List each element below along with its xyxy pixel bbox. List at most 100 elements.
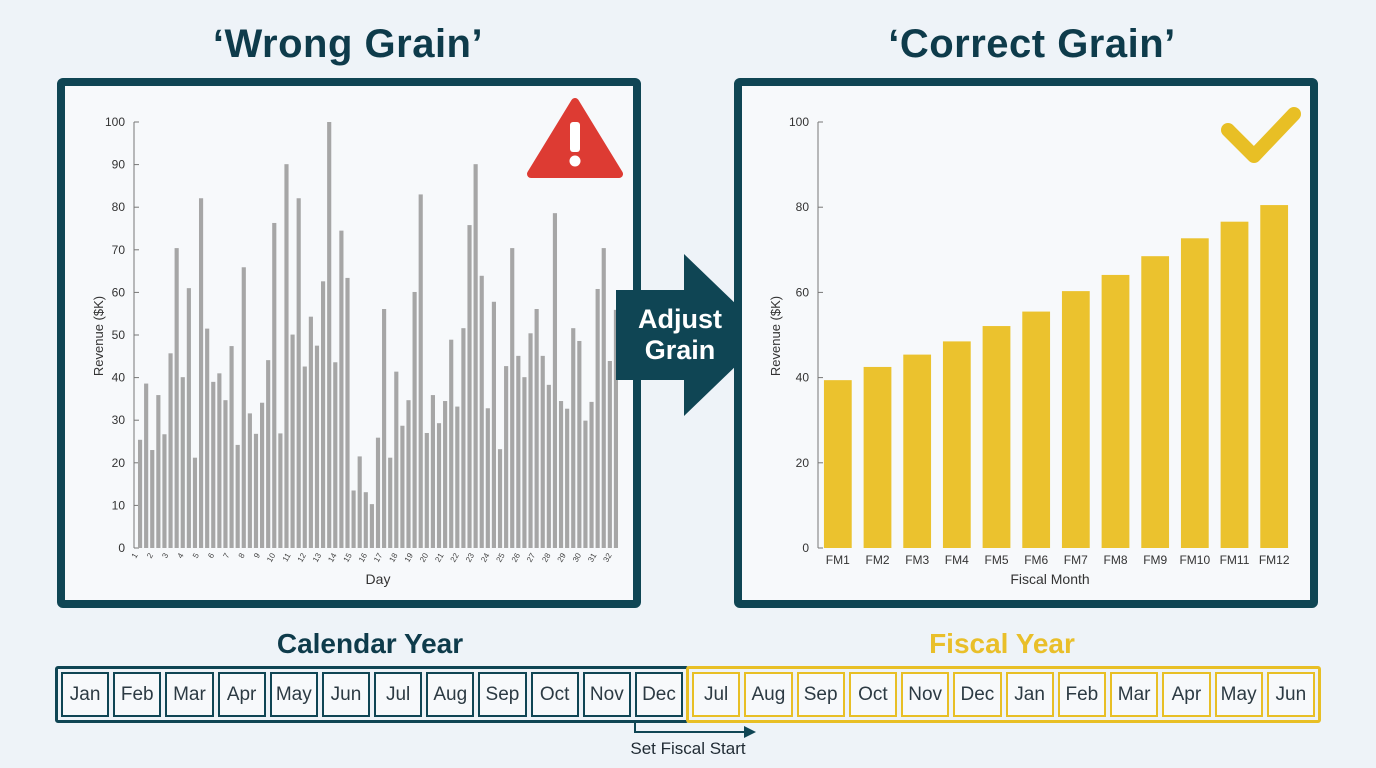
bar [278,433,283,548]
x-tick-label: FM4 [945,553,969,567]
x-tick-label: 23 [464,551,477,564]
bar [583,420,588,548]
wrong-grain-chart-panel: 0 10 20 30 40 50 60 70 80 90 100 1 2 3 4 5 6 7 8 9 10 11 12 13… [57,78,641,608]
y-tick-label: 40 [112,371,126,385]
calendar-month-cell: Aug [426,672,475,717]
bar [302,366,307,548]
bar [272,222,277,548]
bar [363,492,368,548]
bar [430,395,435,548]
bar [412,291,417,548]
fiscal-month-cell: Aug [744,672,793,717]
x-tick-label: 5 [191,551,201,560]
y-tick-label: 60 [112,285,126,299]
x-tick-label: FM1 [826,553,850,567]
bar [607,360,612,548]
y-tick-label: 40 [796,371,810,385]
fiscal-month-cell: Feb [1057,672,1106,717]
bar [247,413,252,548]
fiscal-month-revenue-chart: 0 20 40 60 80 100 FM1 FM2 FM3 FM4 FM5 FM6 FM7 FM8 FM9… [768,107,1301,587]
y-tick-label: 0 [118,541,125,555]
y-axis: 0 10 20 30 40 50 60 70 80 90 100 [105,115,139,555]
bar [235,444,240,548]
warning-triangle-icon [527,98,623,178]
x-tick-label: 31 [586,551,599,564]
adjust-grain-line2: Grain [644,335,716,365]
calendar-month-cell: Feb [113,672,162,717]
y-tick-label: 100 [789,115,809,129]
x-tick-label: FM2 [866,553,890,567]
fiscal-start-arrow-icon [634,720,756,738]
fiscal-month-cell: May [1214,672,1263,717]
bar [253,433,259,548]
bar [534,309,539,548]
bar [1260,205,1289,548]
x-tick-label: FM8 [1104,553,1128,567]
bar [571,328,576,548]
x-tick-label: 21 [433,551,446,564]
calendar-month-cell: Jun [321,672,371,717]
bar [823,380,852,548]
fiscal-month-cell: Oct [848,672,897,717]
x-tick-label: 24 [479,551,492,564]
bar [192,457,198,548]
bar [613,309,619,548]
bar [266,360,271,548]
bar [137,439,143,548]
y-tick-label: 90 [112,158,126,172]
y-axis-label: Revenue ($K) [768,296,783,376]
fiscal-month-cell: Jan [1005,672,1054,717]
bar [863,366,892,548]
x-axis-label: Day [366,571,391,587]
bar [198,198,204,548]
fiscal-year-months: Jul Aug Sep Oct Nov Dec Jan Feb Mar Apr May Jun [686,666,1321,723]
bar [510,248,515,548]
bar [1180,238,1209,549]
x-tick-label: 22 [449,551,462,564]
bar [211,381,216,548]
bar [205,328,210,548]
calendar-month-cell: Mar [165,672,214,717]
x-axis-label: Fiscal Month [1010,571,1089,587]
bar [528,333,533,548]
bar [400,425,405,548]
fiscal-month-cell: Jul [692,672,741,717]
y-tick-label: 10 [112,498,126,512]
x-tick-label: 19 [403,551,416,564]
bar [388,457,393,548]
correct-grain-title: ‘Correct Grain’ [888,22,1176,66]
fiscal-month-cell: Nov [901,672,950,717]
x-tick-label: 14 [326,551,339,564]
adjust-grain-line1: Adjust [638,304,722,334]
y-tick-label: 70 [112,243,126,257]
bar [180,377,185,548]
fiscal-month-cell: Jun [1266,672,1315,717]
bar [345,277,350,548]
bar [491,301,496,548]
calendar-month-cell: Sep [478,672,527,717]
y-tick-label: 60 [796,285,810,299]
x-tick-label: 11 [281,551,293,563]
x-tick-label: FM9 [1143,553,1167,567]
adjust-grain-label: Adjust Grain [624,304,736,366]
bar [375,437,381,548]
x-tick-label: 17 [372,551,385,564]
calendar-year-months: Jan Feb Mar Apr May Jun Jul Aug Sep Oct Nov Dec [55,666,689,723]
bar [522,377,527,548]
y-axis: 0 20 40 60 80 100 [789,115,823,555]
correct-grain-chart-panel: 0 20 40 60 80 100 FM1 FM2 FM3 FM4 FM5 FM6 FM7 FM8 FM9… [734,78,1318,608]
bar [290,334,295,548]
bar [504,366,509,548]
y-tick-label: 50 [112,328,126,342]
calendar-month-cell: Nov [582,672,631,717]
y-tick-label: 80 [796,200,810,214]
bar [241,267,246,548]
bar [577,340,582,548]
set-fiscal-start-label: Set Fiscal Start [630,739,746,758]
bar [455,406,460,548]
x-tick-label: 26 [510,551,523,564]
bar [595,288,600,548]
bar [1101,274,1130,548]
adjust-grain-arrow-icon [616,254,768,416]
y-tick-label: 80 [112,200,126,214]
